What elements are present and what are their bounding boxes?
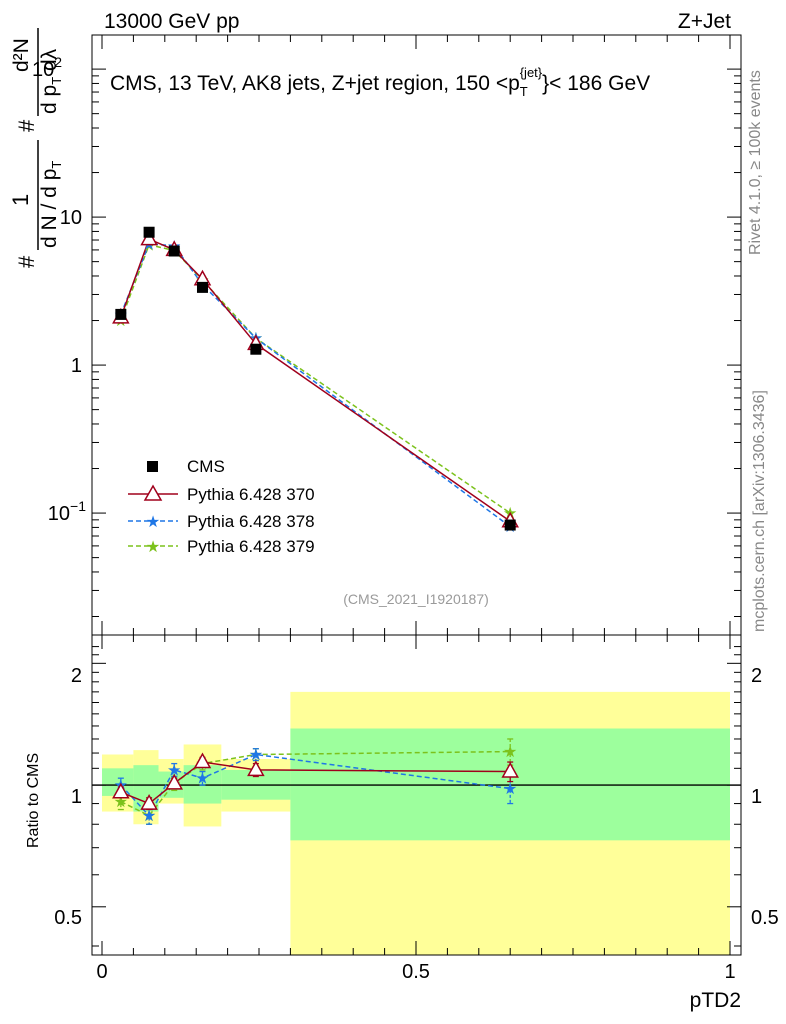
main-point-series0-5	[504, 519, 516, 531]
ratio-ytick-right-1: 1	[751, 786, 762, 808]
analysis-id: (CMS_2021_I1920187)	[343, 591, 489, 607]
ratio-point-series1-2	[165, 773, 183, 790]
side-label-top: Rivet 4.1.0, ≥ 100k events	[747, 70, 764, 255]
ylabel-denominator-text: d N / d p	[38, 169, 61, 248]
main-point-series0-2	[168, 245, 180, 257]
ratio-axis-ticks	[92, 635, 741, 955]
ytick-label-0.1: 10−1	[48, 498, 86, 525]
ratio-point-series2-1: ★	[142, 808, 156, 825]
main-point-series0-4	[250, 343, 262, 355]
ytick-100-base: 10	[32, 59, 54, 81]
ytick-100-exp: 2	[54, 54, 62, 70]
xtick-label-0.5: 0.5	[402, 961, 430, 983]
ytick-label-100: 102	[32, 54, 62, 81]
ylabel-hash2: #	[14, 119, 39, 132]
ratio-point-series2-2: ★	[167, 762, 181, 779]
ylabel-denominator2-tail: dλ	[38, 48, 61, 77]
ylabel-denominator-sub: T	[49, 161, 64, 169]
ratio-point-series1-4	[247, 760, 265, 777]
legend-label-379: Pythia 6.428 379	[187, 537, 315, 556]
ylabel-numerator2: d²N	[10, 38, 33, 72]
ytick-label-1: 1	[71, 355, 82, 377]
header-right: Z+Jet	[678, 10, 731, 33]
main-point-series0-3	[196, 281, 208, 293]
xaxis-label: pTD2	[690, 989, 741, 1012]
legend-marker-378: ★	[146, 514, 160, 531]
header-left: 13000 GeV pp	[104, 10, 239, 33]
main-point-series0-1	[143, 226, 155, 238]
main-point-series1-1	[140, 229, 158, 246]
ratio-point-series3-5: ★	[503, 744, 517, 761]
ylabel-denominator2-sub: T	[49, 77, 64, 85]
ratio-point-series1-5	[501, 762, 519, 778]
legend-label-cms: CMS	[187, 457, 225, 476]
ratio-ytick-left-0.5: 0.5	[54, 907, 82, 929]
legend-marker-cms	[147, 461, 158, 472]
main-series-lines	[120, 238, 511, 528]
ratio-line-2	[120, 753, 511, 817]
ylabel-one: 1	[8, 194, 33, 206]
ylabel-hash: #	[14, 255, 39, 268]
xtick-label-0: 0	[96, 961, 107, 983]
ratio-ylabel: Ratio to CMS	[25, 753, 42, 848]
main-line-1	[120, 238, 511, 522]
ratio-point-series1-0	[112, 782, 130, 799]
ratio-point-series3-1: ★	[142, 808, 156, 825]
main-line-3	[120, 243, 511, 514]
xtick-label-1: 1	[724, 961, 735, 983]
ylabel-denominator: d N / d pT	[38, 161, 64, 248]
main-point-series0-0	[115, 308, 127, 320]
ratio-ytick-right-2: 2	[751, 665, 762, 687]
title-superscript: {jet}	[520, 65, 543, 80]
ratio-series-markers: ★★★★★★★★★★★★	[112, 744, 519, 825]
title-main: CMS, 13 TeV, AK8 jets, Z+jet region, 150…	[110, 72, 520, 95]
ratio-point-series3-4: ★	[249, 747, 263, 764]
ratio-ytick-right-0.5: 0.5	[751, 907, 779, 929]
main-series-markers: ★★★★★★★★★★★★	[112, 226, 519, 536]
ratio-uncertainty-bands	[92, 691, 741, 955]
legend-label-370: Pythia 6.428 370	[187, 485, 315, 504]
ytick-label-10: 10	[60, 207, 82, 229]
ratio-point-series2-4: ★	[249, 747, 263, 764]
side-label-bottom: mcplots.cern.ch [arXiv:1306.3436]	[751, 390, 768, 632]
main-ylabel: # 1 d N / d pT # d²N d pT dλ	[8, 28, 64, 268]
ytick-0.1-exp: −1	[70, 498, 86, 514]
ratio-ytick-left-2: 2	[71, 665, 82, 687]
title-subscript: T	[520, 84, 528, 99]
ratio-point-series2-3: ★	[195, 771, 209, 788]
ratio-plot-frame	[91, 634, 742, 956]
legend-label-378: Pythia 6.428 378	[187, 512, 315, 531]
ratio-point-series2-5: ★	[503, 781, 517, 798]
ylabel-denominator2: d pT dλ	[38, 48, 64, 114]
plot-title: CMS, 13 TeV, AK8 jets, Z+jet region, 150…	[110, 65, 650, 99]
ylabel-denominator2-text: d p	[38, 85, 61, 114]
ytick-0.1-base: 10	[48, 503, 70, 525]
legend-marker-370	[143, 484, 163, 501]
legend: CMS Pythia 6.428 370 ★ Pythia 6.428 378 …	[128, 457, 315, 556]
ratio-line-1	[120, 761, 511, 805]
ratio-ytick-left-1: 1	[71, 786, 82, 808]
legend-marker-379: ★	[146, 539, 160, 556]
ratio-point-series1-3	[193, 752, 212, 769]
main-axis-ticks	[92, 35, 741, 635]
title-tail: }< 186 GeV	[542, 72, 650, 95]
ratio-point-series1-1	[140, 794, 158, 810]
